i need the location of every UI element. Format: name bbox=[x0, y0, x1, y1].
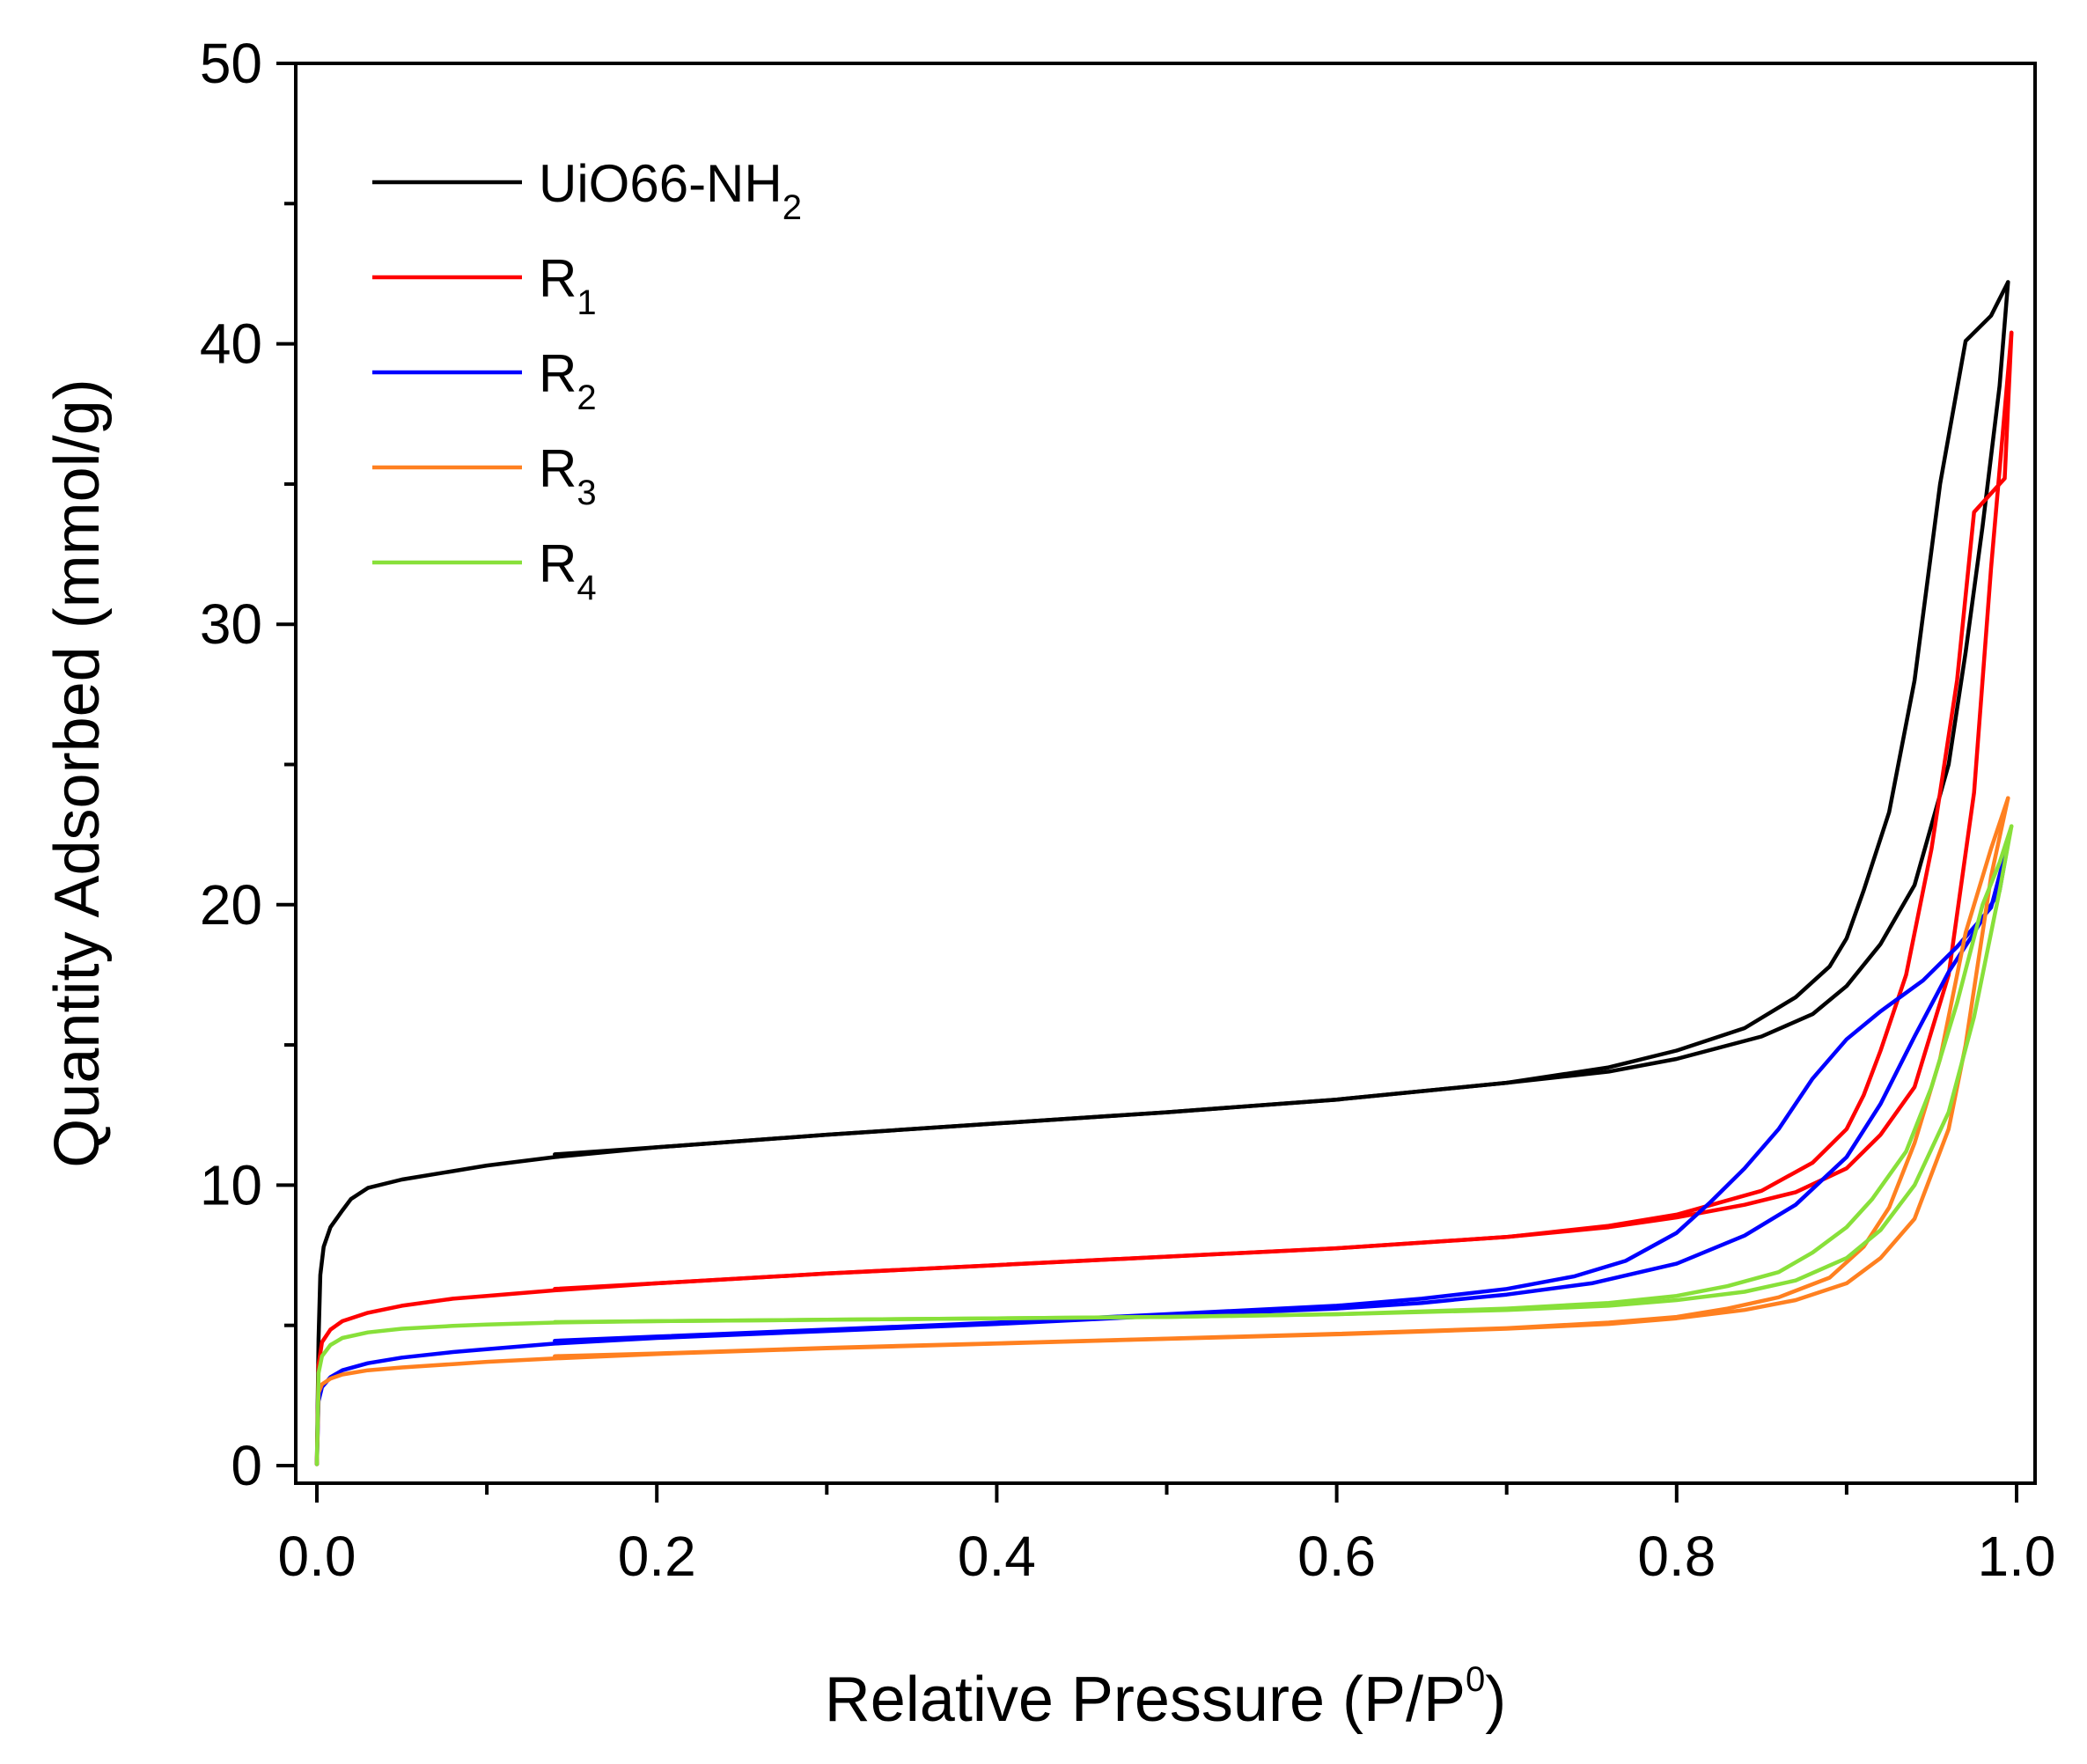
legend-label: R3 bbox=[539, 439, 597, 512]
axis-ticks bbox=[276, 62, 2018, 1503]
series-r1-desorption-line bbox=[553, 330, 2014, 1291]
legend-label: R4 bbox=[539, 534, 597, 607]
legend-label: UiO66-NH2 bbox=[539, 154, 802, 227]
legend-label: R1 bbox=[539, 249, 597, 322]
series-r3-adsorption-line bbox=[314, 796, 2010, 1466]
x-tick-label: 0.6 bbox=[1297, 1525, 1376, 1588]
legend-label: R2 bbox=[539, 344, 597, 417]
y-tick-label: 50 bbox=[200, 32, 262, 95]
series-r1-adsorption-line bbox=[314, 330, 2014, 1466]
x-tick-label: 0.0 bbox=[278, 1525, 356, 1588]
axis-tick-labels: 0.0 0.2 0.4 0.6 0.8 1.0 0 10 20 30 40 50 bbox=[200, 32, 2056, 1588]
legend: UiO66-NH2 R1 R2 R3 R4 bbox=[372, 154, 802, 607]
x-tick-label: 0.2 bbox=[618, 1525, 696, 1588]
series-r4-desorption-line bbox=[553, 824, 2014, 1325]
y-tick-label: 20 bbox=[200, 873, 262, 937]
x-tick-label: 0.8 bbox=[1637, 1525, 1716, 1588]
x-axis-title: Relative Pressure (P/P0) bbox=[825, 1660, 1507, 1735]
series-layer bbox=[314, 280, 2014, 1466]
y-tick-label: 40 bbox=[200, 312, 262, 376]
series-uio66-nh2-desorption-line bbox=[553, 280, 2010, 1157]
series-r3-desorption-line bbox=[553, 796, 2010, 1358]
x-tick-label: 1.0 bbox=[1978, 1525, 2056, 1588]
x-tick-label: 0.4 bbox=[958, 1525, 1036, 1588]
y-axis-title: Quantity Adsorbed (mmol/g) bbox=[42, 379, 113, 1167]
series-r4-adsorption-line bbox=[314, 824, 2014, 1466]
y-tick-label: 10 bbox=[200, 1153, 262, 1216]
series-r2-adsorption-line bbox=[314, 841, 2010, 1466]
y-tick-label: 30 bbox=[200, 592, 262, 656]
y-tick-label: 0 bbox=[231, 1434, 262, 1497]
